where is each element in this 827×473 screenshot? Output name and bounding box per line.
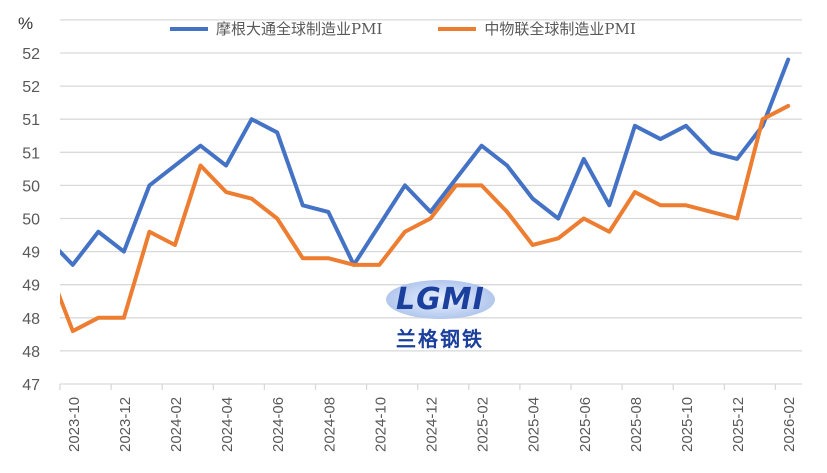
- y-tick-label: 51: [22, 112, 40, 129]
- legend-item-jpm: 摩根大通全球制造业PMI: [170, 18, 382, 39]
- x-tick-label: 2024-08: [321, 397, 338, 452]
- y-tick-label: 48: [22, 311, 40, 328]
- y-tick-label: 47: [22, 377, 40, 394]
- series-line-jpm: [60, 57, 791, 267]
- legend-label: 摩根大通全球制造业PMI: [216, 20, 383, 38]
- series-line-cflp: [60, 103, 791, 334]
- x-tick-label: 2025-02: [475, 397, 492, 452]
- legend-label: 中物联全球制造业PMI: [484, 20, 636, 38]
- legend-item-cflp: 中物联全球制造业PMI: [438, 18, 636, 39]
- x-tick-label: 2024-06: [270, 397, 287, 452]
- x-tick-label: 2025-12: [730, 397, 747, 452]
- y-tick-label: 50: [22, 178, 40, 195]
- x-tick-label: 2026-02: [781, 397, 798, 452]
- x-tick-label: 2023-10: [66, 397, 83, 452]
- legend-swatch-blue: [170, 26, 208, 31]
- y-tick-label: 49: [22, 278, 40, 295]
- y-tick-label: 48: [22, 344, 40, 361]
- y-tick-label: 52: [22, 46, 40, 63]
- x-tick-label: 2024-10: [372, 397, 389, 452]
- x-tick-label: 2025-08: [628, 397, 645, 452]
- legend: 摩根大通全球制造业PMI 中物联全球制造业PMI: [170, 18, 636, 39]
- y-tick-label: 51: [22, 145, 40, 162]
- legend-swatch-orange: [438, 26, 477, 31]
- y-unit-label: %: [18, 14, 34, 33]
- x-tick-label: 2024-04: [219, 397, 236, 452]
- x-tick-label: 2023-12: [117, 397, 134, 452]
- y-tick-label: 52: [22, 79, 40, 96]
- x-tick-label: 2024-02: [168, 397, 185, 452]
- x-tick-label: 2025-04: [526, 397, 543, 452]
- y-tick-label: 50: [22, 212, 40, 229]
- x-tick-label: 2024-12: [423, 397, 440, 452]
- lgmi-logo: LGMI 兰格钢铁: [386, 280, 495, 352]
- y-tick-label: 49: [22, 245, 40, 262]
- x-tick-label: 2025-06: [577, 397, 594, 452]
- x-tick-label: 2025-10: [679, 397, 696, 452]
